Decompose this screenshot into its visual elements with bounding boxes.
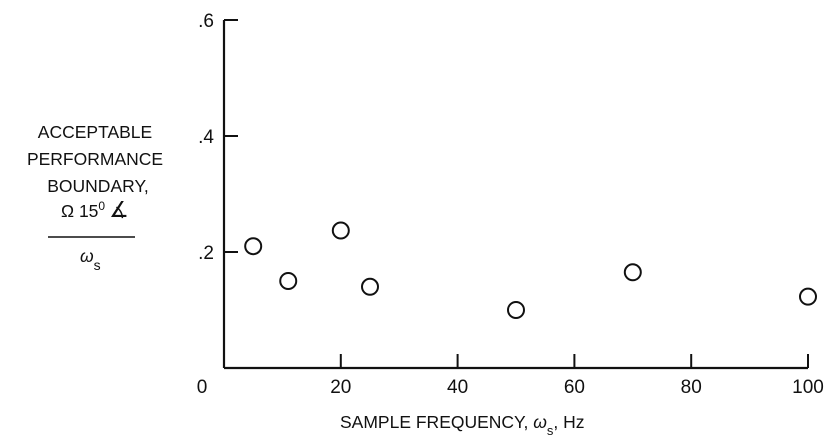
y-tick-label: .4 xyxy=(198,127,214,148)
y-axis-label: ACCEPTABLE PERFORMANCE BOUNDARY, Ω 150 ∡ … xyxy=(27,122,163,273)
y-axis-label-fraction: Ω 150 ∡ ωs xyxy=(48,197,135,273)
data-point xyxy=(799,287,817,306)
y-tick-label: .2 xyxy=(198,243,214,264)
data-point xyxy=(244,237,263,256)
x-tick-label: 80 xyxy=(681,377,702,398)
x-ticks: 0 20 40 60 80 100 xyxy=(197,354,824,398)
y-ticks: .2 .4 .6 xyxy=(198,11,238,264)
data-points xyxy=(244,221,817,319)
data-point xyxy=(507,301,525,319)
y-axis-label-numerator: Ω 150 ∡ xyxy=(61,197,129,222)
x-tick-label: 100 xyxy=(792,377,824,398)
x-tick-label: 20 xyxy=(330,377,351,398)
y-axis-label-line-2: PERFORMANCE xyxy=(27,149,163,169)
y-axis-label-line-3: BOUNDARY, xyxy=(47,176,148,196)
y-tick-label: .6 xyxy=(198,11,214,32)
data-point xyxy=(361,277,379,296)
x-axis-label: SAMPLE FREQUENCY, ωs, Hz xyxy=(340,412,584,438)
x-tick-label: 60 xyxy=(564,377,585,398)
axes xyxy=(222,20,808,370)
data-point xyxy=(331,221,350,240)
x-tick-label: 40 xyxy=(447,377,468,398)
data-point xyxy=(279,272,298,290)
x-tick-label: 0 xyxy=(197,377,208,398)
y-axis-label-denominator: ωs xyxy=(80,246,101,273)
data-point xyxy=(623,263,642,282)
y-axis-label-line-1: ACCEPTABLE xyxy=(38,122,152,142)
